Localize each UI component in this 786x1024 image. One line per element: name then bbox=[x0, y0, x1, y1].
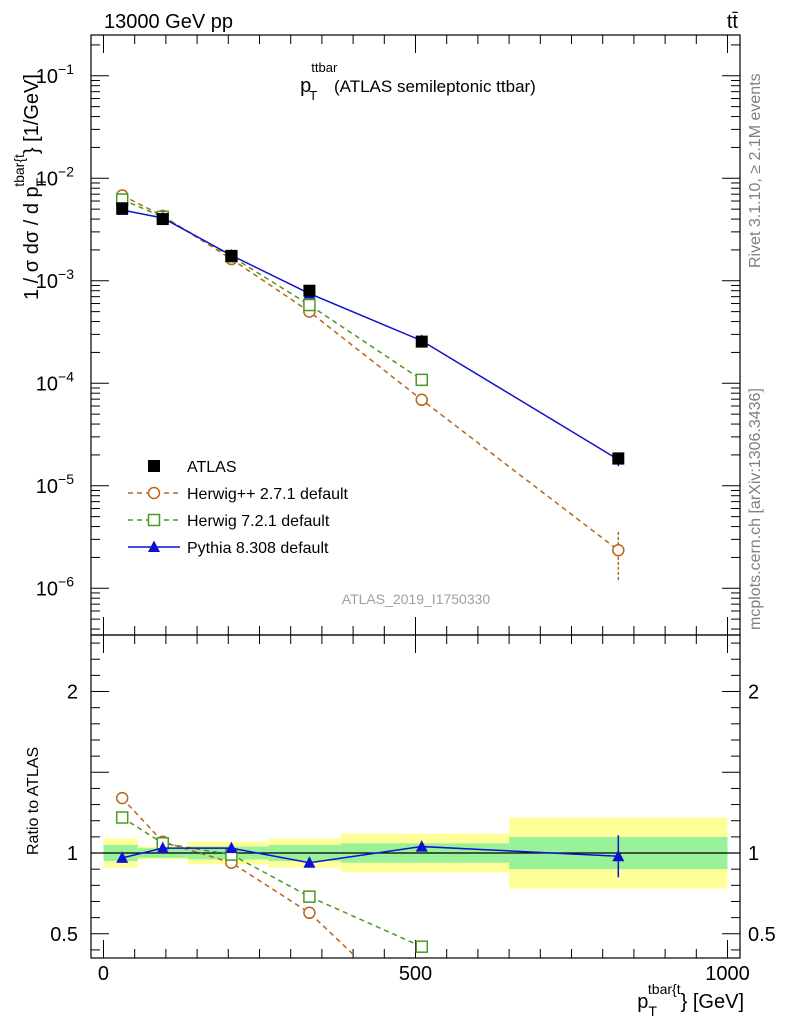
title-sub: T bbox=[309, 88, 317, 103]
main-point-1-5 bbox=[612, 543, 625, 557]
ratio-series-0 bbox=[115, 791, 359, 958]
ratio-xtick-label: 500 bbox=[399, 963, 432, 985]
ratio-point-0-0 bbox=[115, 791, 129, 805]
xlabel-pre: p bbox=[637, 991, 648, 1013]
chart-title: pttbar T (ATLAS semileptonic ttbar) bbox=[300, 60, 536, 103]
process-label: tt̄ bbox=[727, 11, 739, 33]
ratio-ytick-label-right: 1 bbox=[748, 843, 759, 865]
main-series-line-2 bbox=[121, 198, 423, 381]
ratio-point-2-0 bbox=[116, 851, 129, 863]
legend-marker-0 bbox=[148, 460, 160, 472]
title-sup: ttbar bbox=[311, 60, 338, 75]
ratio-panel: 0 500 1000 0.5 0.5 1 1 2 2 bbox=[50, 634, 776, 985]
ratio-xtick-label: 0 bbox=[98, 963, 109, 985]
main-ytick-label: 10−6 bbox=[36, 573, 74, 600]
ratio-point-2-5 bbox=[612, 849, 625, 862]
ratio-point-2-3 bbox=[303, 856, 316, 868]
main-point-0-4 bbox=[415, 335, 428, 348]
main-panel: 10−6 10−5 10−4 10−3 10−2 10−1 bbox=[36, 34, 741, 636]
main-point-0-5 bbox=[612, 452, 625, 465]
legend-marker-3 bbox=[148, 540, 160, 552]
legend-label-1: Herwig++ 2.7.1 default bbox=[187, 486, 349, 503]
main-ytick-label: 10−2 bbox=[36, 163, 74, 190]
main-ylabel: 1 / σ dσ / d pTtbar{t} [1/GeV] bbox=[11, 74, 49, 300]
ratio-ytick-label-left: 2 bbox=[67, 682, 78, 704]
ratio-series-line-0 bbox=[121, 797, 359, 958]
main-series-line-3 bbox=[122, 209, 619, 461]
ratio-xtick-label: 1000 bbox=[705, 963, 750, 985]
legend-label-3: Pythia 8.308 default bbox=[187, 540, 329, 557]
rivet-label: Rivet 3.1.10, ≥ 2.1M events bbox=[747, 73, 764, 268]
main-point-0-2 bbox=[225, 249, 238, 262]
main-series-0 bbox=[116, 202, 625, 465]
main-ylabel-post: } [1/GeV] bbox=[21, 74, 43, 154]
main-point-0-0 bbox=[116, 202, 129, 215]
main-point-1-4 bbox=[415, 393, 428, 407]
ratio-ytick-label-left: 1 bbox=[67, 843, 78, 865]
ratio-frame bbox=[90, 634, 741, 959]
mcplots-label: mcplots.cern.ch [arXiv:1306.3436] bbox=[747, 388, 764, 630]
ratio-point-1-0 bbox=[115, 811, 129, 824]
legend: ATLAS Herwig++ 2.7.1 default Herwig 7.2.1 … bbox=[128, 459, 349, 557]
main-ytick-label: 10−4 bbox=[36, 368, 74, 395]
main-ytick-label: 10−5 bbox=[36, 471, 74, 498]
ratio-ytick-label-right: 2 bbox=[748, 682, 759, 704]
ratio-ylabel: Ratio to ATLAS bbox=[25, 747, 42, 855]
ratio-point-2-1 bbox=[156, 841, 169, 854]
legend-marker-2 bbox=[147, 513, 161, 527]
main-point-2-4 bbox=[415, 373, 428, 387]
legend-label-0: ATLAS bbox=[187, 459, 237, 476]
main-series-line-1 bbox=[121, 194, 619, 551]
main-ylabel-pre: 1 / σ dσ / d p bbox=[21, 186, 43, 300]
ratio-point-0-3 bbox=[303, 906, 316, 920]
energy-label: 13000 GeV pp bbox=[104, 11, 233, 33]
xlabel: pTtbar{t} [GeV] bbox=[637, 981, 744, 1019]
main-point-0-3 bbox=[303, 284, 316, 297]
main-ytick-label: 10−1 bbox=[36, 61, 74, 88]
main-point-2-3 bbox=[303, 298, 316, 312]
main-point-0-1 bbox=[156, 213, 169, 226]
legend-label-2: Herwig 7.2.1 default bbox=[187, 513, 330, 530]
xlabel-sub: T bbox=[648, 1003, 657, 1019]
ratio-point-2-2 bbox=[225, 841, 238, 854]
legend-marker-1 bbox=[147, 486, 161, 500]
ratio-point-1-3 bbox=[303, 890, 316, 903]
main-series-3 bbox=[116, 203, 625, 467]
xlabel-sup: tbar{t bbox=[648, 981, 681, 997]
ratio-point-2-4 bbox=[415, 840, 428, 852]
title-main: p bbox=[300, 75, 311, 97]
xlabel-post: } [GeV] bbox=[681, 991, 744, 1013]
ratio-ytick-label-left: 0.5 bbox=[50, 924, 78, 946]
ratio-series-2 bbox=[116, 835, 625, 878]
main-ylabel-sup: tbar{t bbox=[11, 154, 27, 187]
ratio-point-1-4 bbox=[415, 940, 428, 953]
ratio-series-line-2 bbox=[122, 845, 619, 864]
ratio-ytick-label-right: 0.5 bbox=[748, 924, 776, 946]
ratio-series-1 bbox=[115, 811, 428, 953]
title-rest: (ATLAS semileptonic ttbar) bbox=[329, 77, 536, 96]
main-ytick-label: 10−3 bbox=[36, 266, 74, 293]
main-ylabel-sub: T bbox=[33, 177, 49, 186]
analysis-label: ATLAS_2019_I1750330 bbox=[342, 591, 491, 607]
